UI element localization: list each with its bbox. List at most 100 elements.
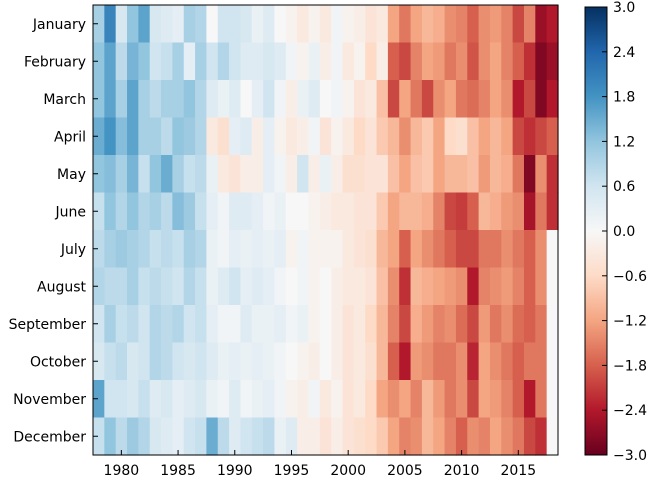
heatmap-cell [161, 305, 173, 344]
heatmap-cell [183, 42, 196, 81]
heatmap-cell [399, 117, 412, 156]
heatmap-cell [535, 80, 548, 119]
heatmap-cell [127, 230, 139, 269]
heatmap-cell [455, 230, 468, 269]
heatmap-cell [274, 155, 287, 194]
heatmap-cell [195, 230, 208, 269]
heatmap-cell [501, 42, 514, 81]
heatmap-cell [308, 5, 321, 44]
heatmap-cell [183, 267, 196, 306]
heatmap-cell [421, 192, 434, 231]
x-tick-label: 2000 [330, 463, 366, 477]
heatmap-cell [501, 380, 514, 419]
heatmap-cell [104, 155, 117, 194]
colorbar-tick-label: −1.8 [613, 358, 647, 374]
heatmap-cell [127, 80, 139, 119]
heatmap-cell [127, 267, 139, 306]
heatmap-cell [93, 417, 105, 456]
heatmap-cell [172, 380, 185, 419]
heatmap-cell [297, 305, 310, 344]
heatmap-cell [365, 305, 378, 344]
colorbar-tick-label: 0.0 [613, 224, 635, 240]
heatmap-cell [217, 417, 230, 456]
heatmap-cell [308, 380, 321, 419]
x-tick-label: 1995 [274, 463, 310, 477]
heatmap-cell [421, 267, 434, 306]
heatmap-cell [138, 80, 151, 119]
heatmap-cell [444, 417, 457, 456]
heatmap-cell [433, 230, 446, 269]
heatmap-cell [512, 342, 525, 381]
heatmap-cell [365, 230, 378, 269]
heatmap-cell [297, 42, 310, 81]
heatmap-cell [195, 80, 208, 119]
heatmap-cell [285, 380, 298, 419]
heatmap-cell [455, 342, 468, 381]
heatmap-cell [240, 342, 253, 381]
heatmap-cell [274, 267, 287, 306]
heatmap-cell [467, 117, 480, 156]
heatmap-cell [229, 417, 242, 456]
heatmap-cell [138, 117, 151, 156]
heatmap-cell [387, 267, 400, 306]
heatmap-cell [206, 267, 219, 306]
heatmap-cell [399, 155, 412, 194]
heatmap-cell [399, 192, 412, 231]
x-tick-label: 2005 [387, 463, 423, 477]
x-tick-label: 1990 [217, 463, 253, 477]
heatmap-cell [240, 417, 253, 456]
heatmap-cell [365, 417, 378, 456]
heatmap-cell [172, 80, 185, 119]
heatmap-cell [546, 230, 559, 269]
heatmap-cell [444, 267, 457, 306]
heatmap-cell [115, 267, 128, 306]
heatmap-cell [331, 117, 344, 156]
heatmap-cell [376, 380, 389, 419]
heatmap-cell [172, 42, 185, 81]
colorbar-tick-label: −0.6 [613, 269, 647, 285]
heatmap-cell [217, 380, 230, 419]
heatmap-cell [251, 417, 264, 456]
heatmap-cell [399, 380, 412, 419]
heatmap-cell [353, 267, 366, 306]
heatmap-cell [365, 267, 378, 306]
heatmap-cell [387, 417, 400, 456]
heatmap-cell [523, 117, 536, 156]
heatmap-cell [546, 417, 559, 456]
heatmap-cell [206, 192, 219, 231]
heatmap-cell [421, 380, 434, 419]
heatmap-cell [455, 42, 468, 81]
heatmap-cell [546, 267, 559, 306]
heatmap-cell [240, 42, 253, 81]
heatmap-cell [387, 155, 400, 194]
heatmap-cell [285, 155, 298, 194]
heatmap-cell [115, 155, 128, 194]
heatmap-cell [455, 80, 468, 119]
heatmap-cell [229, 155, 242, 194]
heatmap-cell [523, 417, 536, 456]
heatmap-cell [410, 80, 423, 119]
heatmap-cell [195, 117, 208, 156]
heatmap-cell [501, 230, 514, 269]
x-axis: 1980 1985 1990 1995 2000 2005 2010 2015 [104, 450, 536, 477]
heatmap-cell [342, 117, 355, 156]
heatmap-cell [512, 417, 525, 456]
heatmap-cell [331, 342, 344, 381]
heatmap-cell [172, 342, 185, 381]
heatmap-cell [149, 80, 162, 119]
heatmap-cell [546, 117, 559, 156]
heatmap-cell [467, 380, 480, 419]
heatmap-cell [183, 192, 196, 231]
heatmap-cell [501, 417, 514, 456]
heatmap-cell [444, 80, 457, 119]
heatmap-cell [217, 155, 230, 194]
x-tick-label: 2015 [500, 463, 536, 477]
heatmap-cell [115, 42, 128, 81]
heatmap-cell [535, 192, 548, 231]
heatmap-cell [478, 230, 491, 269]
heatmap-cell [523, 42, 536, 81]
heatmap-cell [523, 380, 536, 419]
heatmap-cell [161, 230, 173, 269]
heatmap-cell [467, 192, 480, 231]
heatmap-cell [365, 380, 378, 419]
